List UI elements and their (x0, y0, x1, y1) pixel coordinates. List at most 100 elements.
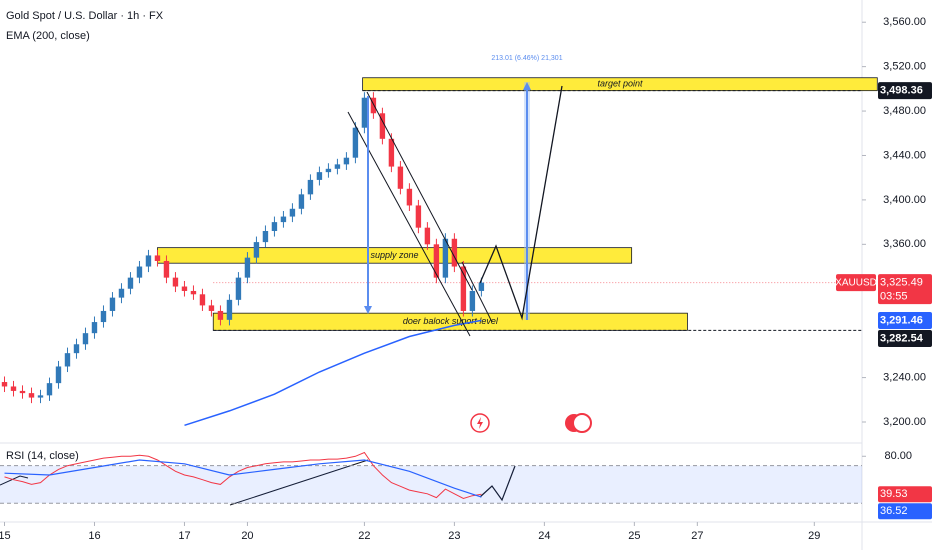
candle-body (1, 382, 8, 387)
indicator-label: EMA (200, close) (6, 30, 90, 42)
candle-body (46, 383, 53, 396)
measure-label: 213.01 (6.46%) 21,301 (491, 55, 562, 62)
candle-body (343, 157, 350, 165)
y-tick-label: 3,360.00 (883, 238, 926, 250)
rsi-label: RSI (14, close) (6, 450, 79, 462)
candle-body (127, 277, 134, 289)
candle-body (199, 294, 206, 306)
x-tick-label: 27 (691, 530, 703, 542)
candle-body (136, 266, 143, 278)
candle-body (442, 238, 449, 278)
candle-body (406, 188, 413, 206)
candle-body (118, 288, 125, 298)
candle-body (55, 366, 62, 384)
candle-body (334, 164, 341, 169)
rsi-band (0, 465, 862, 504)
candle-body (253, 242, 260, 258)
projection (479, 85, 563, 321)
candle-body (190, 290, 197, 295)
rsi-pane: 80.00 (0, 450, 912, 504)
x-tick-label: 29 (808, 530, 820, 542)
y-tick-label: 3,560.00 (883, 16, 926, 28)
candle-body (370, 97, 377, 114)
x-tick-label: 15 (0, 530, 11, 542)
candle-body (64, 353, 71, 367)
x-tick-label: 23 (448, 530, 460, 542)
trend-line (229, 459, 369, 506)
candle-body (460, 266, 467, 311)
candle-body (154, 255, 161, 261)
candle-body (451, 238, 458, 267)
y-tick-label: 3,520.00 (883, 61, 926, 73)
arrow-head (364, 306, 372, 314)
candle-body (73, 344, 80, 354)
main-pane (1, 90, 862, 427)
candle-body (388, 138, 395, 167)
price-tag (878, 82, 932, 100)
candle-body (424, 227, 431, 245)
candle-body (289, 208, 296, 217)
x-tick-label: 22 (358, 530, 370, 542)
candle-body (244, 257, 251, 278)
candle-body (280, 216, 287, 223)
y-tick-label: 3,240.00 (883, 371, 926, 383)
rsi-tag (878, 503, 932, 520)
y-tick-label: 3,400.00 (883, 194, 926, 206)
candle-body (208, 305, 215, 311)
x-tick-label: 17 (178, 530, 190, 542)
x-tick-label: 24 (538, 530, 550, 542)
rsi-tag (878, 486, 932, 503)
candle-body (217, 310, 224, 320)
candle-body (28, 393, 35, 398)
rsi-tag-label: 39.53 (880, 488, 908, 500)
rsi-tag-label: 36.52 (880, 505, 908, 517)
zone-label: target point (597, 79, 643, 89)
candle-body (352, 127, 359, 158)
candle-body (316, 172, 323, 180)
price-tag-label: 3,498.36 (880, 85, 923, 97)
candle-body (91, 322, 98, 334)
price-tag (878, 311, 932, 329)
price-tag-label: 3,325.49 (880, 277, 923, 289)
candle-body (181, 286, 188, 291)
countdown-label: 03:55 (880, 291, 908, 303)
y-tick-label: 3,480.00 (883, 105, 926, 117)
projection (461, 261, 493, 323)
candle-body (10, 386, 17, 391)
event-icon (470, 413, 490, 433)
candle-body (100, 310, 107, 323)
candle-body (271, 222, 278, 231)
candle-body (172, 277, 179, 287)
candle-body (379, 113, 386, 139)
symbol-tag (836, 274, 876, 292)
candle-body (145, 255, 152, 267)
candle-body (433, 244, 440, 278)
x-tick-label: 25 (628, 530, 640, 542)
zone-label: doer balock suport level (403, 316, 499, 326)
candle-body (478, 282, 485, 291)
candle-body (469, 290, 476, 311)
symbol-label: XAUUSD (835, 277, 877, 288)
y-tick-label: 3,200.00 (883, 416, 926, 428)
rsi-line (4, 451, 482, 500)
candle-body (235, 277, 242, 300)
candle-body (307, 179, 314, 195)
price-tag-label: 3,282.54 (880, 332, 924, 344)
price-tag (878, 329, 932, 347)
candle-body (397, 166, 404, 189)
price-tag-label: 3,291.46 (880, 314, 923, 326)
rsi-tick-label: 80.00 (884, 450, 912, 462)
channel-line (366, 91, 473, 291)
candle-body (109, 297, 116, 311)
axes: 3,200.00 3,240.00 3,360.00 3,400.00 3,440.00… (0, 16, 932, 542)
candle-body (37, 395, 44, 398)
price-tag (878, 274, 932, 305)
x-tick-label: 20 (241, 530, 253, 542)
y-tick-label: 3,440.00 (883, 149, 926, 161)
candle-body (163, 260, 170, 278)
projection (479, 465, 516, 502)
x-tick-label: 16 (88, 530, 100, 542)
ema-line (184, 319, 482, 427)
